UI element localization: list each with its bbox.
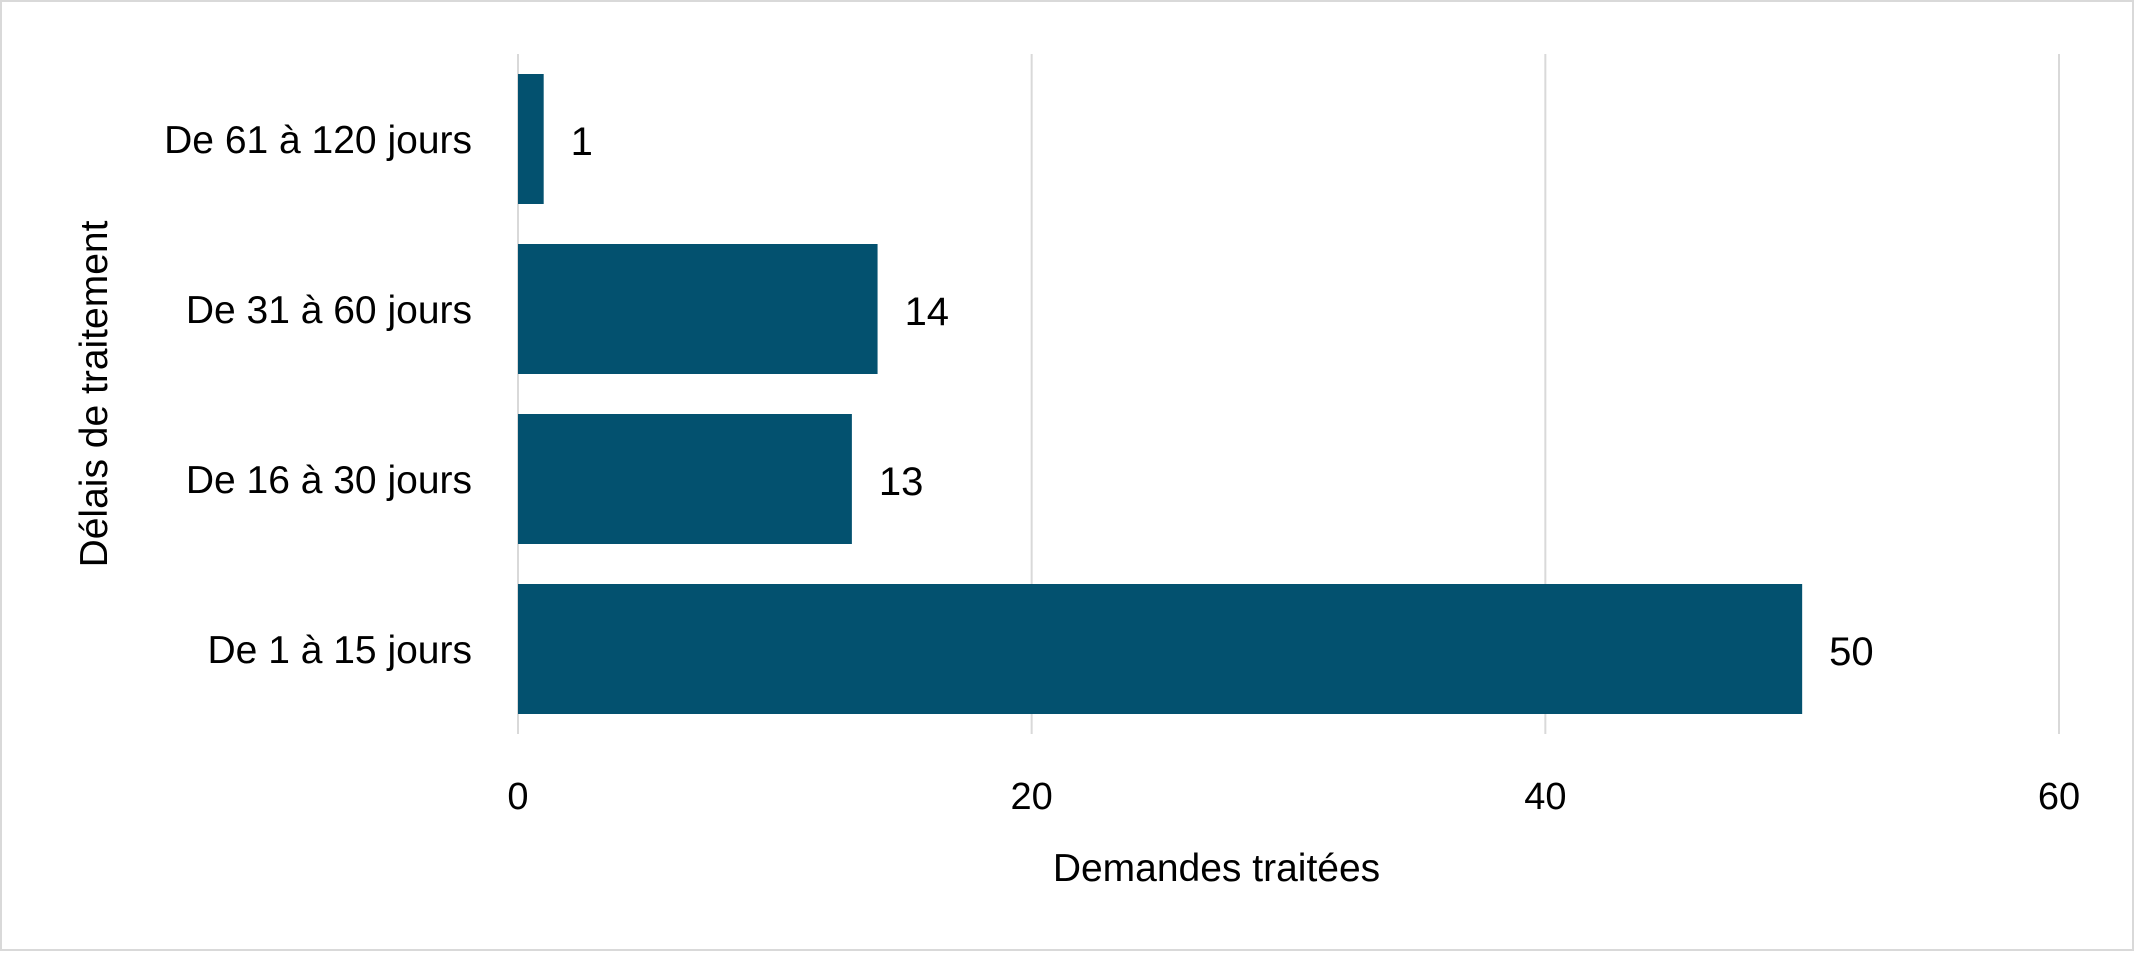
category-label: De 61 à 120 jours: [164, 119, 472, 162]
bar: [518, 414, 852, 544]
data-label: 13: [879, 460, 924, 504]
data-label: 14: [905, 290, 950, 334]
y-axis-title: Délais de traitement: [73, 220, 116, 567]
data-label: 1: [571, 120, 593, 164]
x-axis: 0 20 40 60: [507, 776, 2080, 818]
bar: [518, 584, 1803, 714]
x-tick-label: 40: [1524, 776, 1566, 818]
category-label: De 1 à 15 jours: [208, 629, 473, 672]
x-axis-title: Demandes traitées: [1053, 847, 1380, 890]
x-tick-label: 60: [2038, 776, 2080, 818]
bar: [518, 244, 878, 374]
bars: [518, 74, 1803, 714]
bar: [518, 74, 544, 204]
category-label: De 31 à 60 jours: [186, 289, 472, 332]
category-label: De 16 à 30 jours: [186, 459, 472, 502]
x-tick-label: 0: [507, 776, 528, 818]
category-labels: De 61 à 120 jours De 31 à 60 jours De 16 à…: [164, 119, 472, 672]
x-tick-label: 20: [1011, 776, 1053, 818]
data-labels: 1 14 13 50: [571, 120, 1874, 674]
data-label: 50: [1829, 630, 1874, 674]
